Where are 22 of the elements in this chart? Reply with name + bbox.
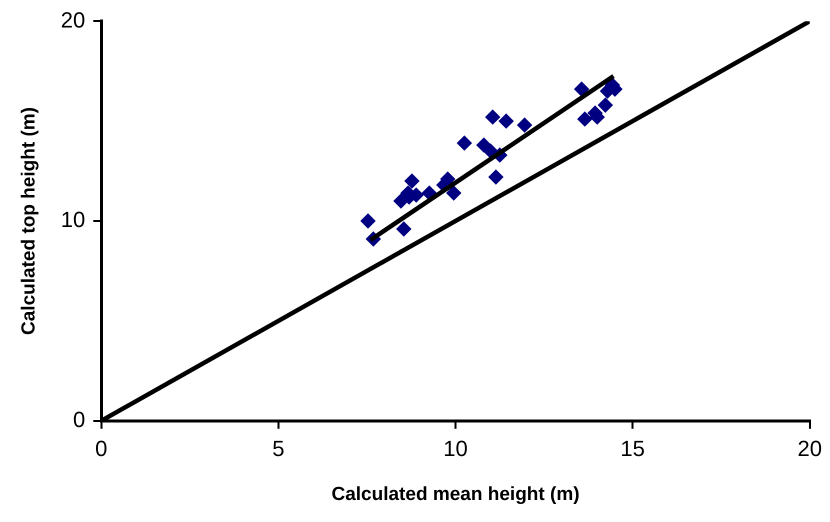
x-axis-title: Calculated mean height (m) [331, 484, 580, 505]
y-tick-label: 0 [73, 406, 86, 432]
point [488, 170, 504, 185]
y-axis-title: Calculated top height (m) [18, 107, 40, 335]
point [404, 174, 420, 189]
x-tick-label: 15 [620, 436, 645, 462]
x-tick-label: 10 [443, 436, 468, 462]
point [574, 82, 590, 97]
point [517, 118, 532, 133]
point [396, 221, 412, 236]
point [456, 136, 472, 151]
x-tick-label: 0 [95, 436, 108, 462]
point [498, 114, 514, 129]
point [360, 214, 376, 228]
point [446, 186, 462, 201]
y-tick-label: 20 [60, 7, 86, 32]
y-tick-label: 10 [60, 207, 86, 232]
point [577, 112, 592, 127]
point [485, 110, 500, 125]
x-tick-label: 5 [272, 436, 285, 462]
x-tick-label: 20 [798, 436, 822, 462]
point [598, 98, 613, 113]
